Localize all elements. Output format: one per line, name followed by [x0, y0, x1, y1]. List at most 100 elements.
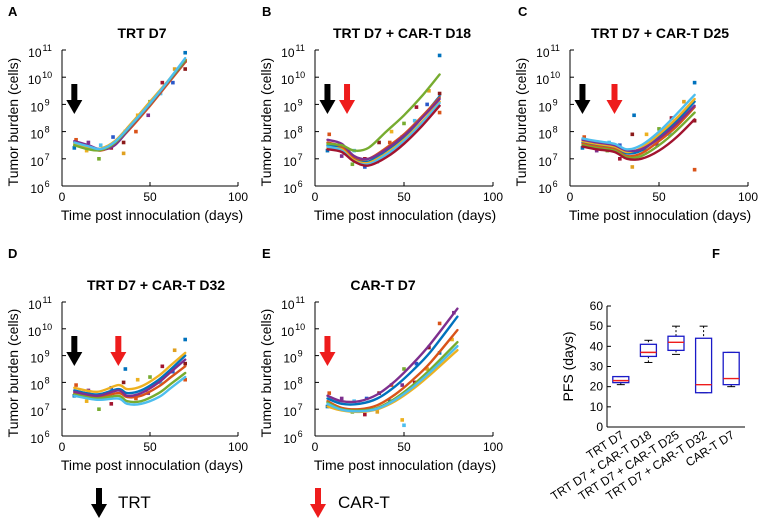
trt-arrow-head	[66, 100, 83, 114]
x-tick-label: 0	[567, 190, 574, 204]
data-point	[111, 135, 115, 139]
y-tick-label: 107	[538, 152, 557, 169]
y-tick-label: 1011	[536, 43, 560, 60]
box-iqr	[612, 375, 630, 384]
data-point	[400, 418, 405, 422]
y-tick-exponent: 6	[298, 179, 303, 189]
y-tick-exponent: 7	[298, 402, 303, 412]
data-point	[402, 367, 406, 371]
x-tick-label: 0	[59, 440, 66, 454]
trt-arrow-shaft	[324, 84, 331, 102]
series-line	[581, 111, 696, 160]
cart-arrow-shaft	[611, 84, 618, 102]
y-tick-label: 107	[30, 152, 49, 169]
trt-arrow-shaft	[71, 336, 78, 354]
panel-label: C	[518, 4, 528, 19]
y-axis-label: PFS (days)	[560, 331, 576, 401]
panel-label: A	[8, 4, 18, 19]
data-point	[97, 407, 101, 411]
data-point	[74, 383, 78, 387]
x-tick-label: 0	[312, 190, 319, 204]
data-point	[325, 148, 330, 153]
data-point	[183, 377, 187, 382]
y-tick-label: 106	[283, 429, 302, 446]
box-3	[667, 325, 685, 355]
x-tick-label: 0	[312, 440, 319, 454]
trt-arrow	[66, 84, 83, 114]
x-axis-label: Time post innoculation (days)	[61, 457, 243, 473]
series-line	[581, 105, 696, 158]
y-tick-label: 1010	[281, 322, 305, 339]
panel-label: B	[262, 4, 271, 19]
data-point	[582, 135, 587, 139]
legend-trt-arrow	[91, 488, 107, 518]
box-iqr	[694, 337, 713, 394]
series-line	[326, 104, 441, 167]
x-axis-label: Time post innoculation (days)	[61, 207, 243, 223]
cart-arrow-head	[110, 352, 127, 366]
x-tick-label: 100	[738, 190, 758, 204]
data-point	[135, 377, 140, 382]
trt-arrow	[319, 84, 336, 114]
y-tick-exponent: 9	[45, 97, 50, 107]
data-point	[134, 396, 138, 401]
y-tick-base: 10	[281, 298, 295, 312]
series-line	[326, 345, 459, 413]
y-tick-label: 60	[590, 299, 604, 313]
box-1	[612, 375, 630, 386]
series-line	[581, 93, 696, 151]
y-tick-base: 10	[283, 100, 297, 114]
y-tick-label: 20	[590, 380, 604, 394]
y-tick-base: 10	[538, 155, 552, 169]
series-line	[581, 104, 696, 153]
y-tick-exponent: 8	[45, 375, 50, 385]
cart-arrow-head	[606, 100, 623, 114]
y-tick-label: 50	[590, 319, 604, 333]
data-point	[109, 402, 114, 406]
x-tick-label: 0	[59, 190, 66, 204]
data-point	[682, 99, 686, 104]
chart-title: TRT D7	[118, 25, 167, 41]
cart-arrow-shaft	[344, 84, 351, 102]
series-line	[581, 118, 696, 161]
legend-arrow-shaft	[96, 488, 102, 506]
data-point	[437, 91, 442, 96]
trt-arrow	[66, 336, 83, 366]
y-axis-label: Tumor burden (cells)	[258, 309, 274, 438]
data-point	[580, 146, 585, 150]
y-tick-base: 10	[536, 73, 550, 87]
series-line	[73, 59, 187, 151]
data-point	[414, 361, 419, 366]
trt-arrow-shaft	[579, 84, 586, 102]
data-point	[183, 50, 187, 55]
series-line	[73, 61, 187, 152]
series-line	[73, 371, 187, 404]
series-line	[73, 375, 187, 406]
series-line	[326, 315, 459, 406]
y-tick-label: 106	[30, 429, 49, 446]
x-tick-label: 100	[228, 440, 248, 454]
y-tick-exponent: 10	[42, 322, 52, 332]
x-tick-label: 100	[228, 190, 248, 204]
data-point	[618, 157, 622, 161]
y-tick-label: 40	[590, 339, 604, 353]
y-tick-exponent: 8	[553, 125, 558, 135]
series-line	[73, 59, 187, 151]
data-point	[172, 348, 177, 353]
y-tick-label: 108	[283, 375, 302, 392]
box-5	[722, 351, 740, 388]
y-tick-base: 10	[283, 182, 297, 196]
data-point	[644, 132, 649, 137]
y-axis-label: Tumor burden (cells)	[513, 58, 529, 187]
y-tick-label: 106	[30, 179, 49, 196]
y-tick-label: 108	[30, 375, 49, 392]
series-line	[73, 351, 187, 394]
y-tick-label: 107	[30, 402, 49, 419]
y-tick-exponent: 7	[45, 152, 50, 162]
y-tick-base: 10	[283, 352, 297, 366]
y-tick-base: 10	[30, 155, 44, 169]
